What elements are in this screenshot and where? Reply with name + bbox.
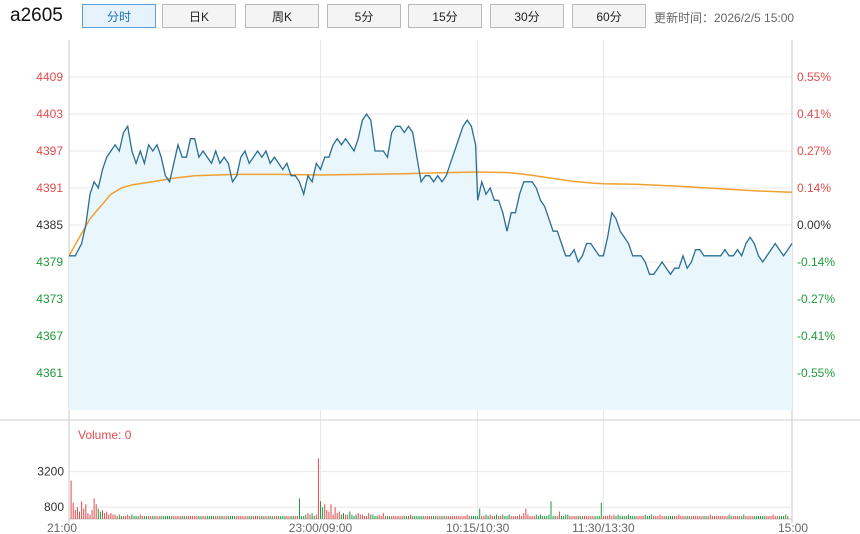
time-tick-label: 15:00 (778, 521, 808, 534)
tab-30min[interactable]: 30分 (490, 4, 564, 28)
percent-tick-label: -0.27% (797, 292, 835, 306)
volume-bars (70, 458, 789, 519)
percent-tick-label: 0.00% (797, 218, 831, 232)
price-tick-label: 4391 (36, 181, 63, 195)
percent-tick-label: -0.14% (797, 255, 835, 269)
price-tick-label: 4385 (36, 218, 63, 232)
price-area (69, 114, 792, 410)
price-tick-label: 4379 (36, 255, 63, 269)
percent-tick-label: 0.41% (797, 107, 831, 121)
time-tick-label: 23:00/09:00 (289, 521, 353, 534)
time-tick-label: 10:15/10:30 (446, 521, 510, 534)
tab-intraday[interactable]: 分时 (82, 4, 156, 28)
percent-tick-label: -0.41% (797, 329, 835, 343)
percent-axis: 0.55% 0.41% 0.27% 0.14% 0.00% -0.14% -0.27% -0.… (797, 70, 835, 380)
price-tick-label: 4373 (36, 292, 63, 306)
price-tick-label: 4403 (36, 107, 63, 121)
update-time: 更新时间：2026/2/5 15:00 (654, 11, 795, 25)
symbol-title: a2605 (10, 5, 63, 26)
price-axis: 4409 4403 4397 4391 4385 4379 4373 4367 4361 (36, 70, 63, 380)
tab-5min[interactable]: 5分 (327, 4, 401, 28)
time-tick-label: 21:00 (47, 521, 77, 534)
percent-tick-label: 0.14% (797, 181, 831, 195)
tab-weekly-k[interactable]: 周K (245, 4, 319, 28)
percent-tick-label: -0.55% (797, 366, 835, 380)
price-tick-label: 4361 (36, 366, 63, 380)
volume-axis: 3200 800 (37, 465, 64, 514)
tab-60min[interactable]: 60分 (572, 4, 646, 28)
volume-label: Volume: 0 (78, 428, 132, 442)
price-tick-label: 4367 (36, 329, 63, 343)
percent-tick-label: 0.27% (797, 144, 831, 158)
toolbar: a2605 分时 日K 周K 5分 15分 30分 60分 更新时间：2026/… (0, 0, 860, 34)
volume-tick-label: 800 (44, 500, 64, 514)
time-axis: 21:00 23:00/09:00 10:15/10:30 11:30/13:30 15… (47, 521, 808, 534)
price-tick-label: 4397 (36, 144, 63, 158)
tab-15min[interactable]: 15分 (408, 4, 482, 28)
percent-tick-label: 0.55% (797, 70, 831, 84)
average-line (68, 171, 793, 257)
volume-tick-label: 3200 (37, 465, 64, 479)
price-line (69, 112, 793, 276)
time-tick-label: 11:30/13:30 (572, 521, 635, 534)
price-tick-label: 4409 (36, 70, 63, 84)
tab-daily-k[interactable]: 日K (162, 4, 236, 28)
